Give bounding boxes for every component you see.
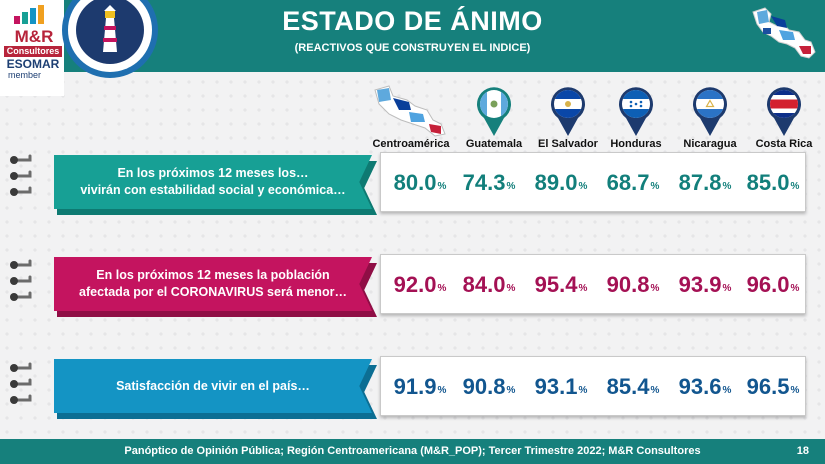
nicaragua-flag-pin-icon xyxy=(693,87,727,136)
row-values-satisfaccion: 91.9% 90.8% 93.1% 85.4% 93.6% 96.5% xyxy=(380,356,806,416)
logo-brand-sub: Consultores xyxy=(4,46,62,57)
row-label-estabilidad: En los próximos 12 meses los… vivirán co… xyxy=(54,155,372,209)
lighthouse-icon xyxy=(76,0,144,64)
country-column-costa-rica: Costa Rica xyxy=(744,82,824,150)
country-label: Nicaragua xyxy=(683,138,737,150)
value-el-salvador: 93.1% xyxy=(534,374,588,399)
country-label: Guatemala xyxy=(465,138,523,150)
footer-bar: Panóptico de Opinión Pública; Región Cen… xyxy=(0,439,825,464)
bar-chart-icon xyxy=(14,5,44,24)
page-number: 18 xyxy=(796,445,809,457)
value-centroamerica: 80.0% xyxy=(393,170,447,195)
notebook-rings-icon xyxy=(10,259,32,301)
central-america-map-icon xyxy=(752,7,816,59)
country-label: Costa Rica xyxy=(755,138,813,150)
row-label-line: afectada por el CORONAVIRUS será menor… xyxy=(79,285,347,299)
guatemala-flag-pin-icon xyxy=(477,87,511,136)
row-label-satisfaccion: Satisfacción de vivir en el país… xyxy=(54,359,372,413)
page-title: ESTADO DE ÁNIMO xyxy=(282,6,543,36)
value-honduras: 68.7% xyxy=(606,170,660,195)
value-honduras: 90.8% xyxy=(606,272,660,297)
panoptico-badge xyxy=(62,0,158,78)
country-column-guatemala: Guatemala xyxy=(454,82,534,150)
value-centroamerica: 91.9% xyxy=(393,374,447,399)
country-label: Centroamérica xyxy=(372,138,450,150)
honduras-flag-pin-icon xyxy=(619,87,653,136)
row-label-line: vivirán con estabilidad social y económi… xyxy=(80,183,346,197)
row-label-coronavirus: En los próximos 12 meses la población af… xyxy=(54,257,372,311)
country-column-centroamerica: Centroamérica xyxy=(371,82,451,150)
value-centroamerica: 92.0% xyxy=(393,272,447,297)
mr-consultores-logo: M&R Consultores ESOMAR member xyxy=(0,0,64,96)
value-el-salvador: 95.4% xyxy=(534,272,588,297)
notebook-rings-icon xyxy=(10,362,32,404)
esomar-label: ESOMAR xyxy=(6,57,60,71)
logo-brand: M&R xyxy=(14,27,54,46)
notebook-rings-icon xyxy=(10,154,32,196)
value-honduras: 85.4% xyxy=(606,374,660,399)
value-nicaragua: 93.6% xyxy=(678,374,732,399)
value-guatemala: 84.0% xyxy=(462,272,516,297)
country-column-nicaragua: Nicaragua xyxy=(670,82,750,150)
row-label-line: En los próximos 12 meses la población xyxy=(96,268,330,282)
central-america-map-icon xyxy=(374,85,446,137)
page-subtitle: (REACTIVOS QUE CONSTRUYEN EL INDICE) xyxy=(294,42,531,54)
value-costa-rica: 96.0% xyxy=(746,272,800,297)
country-column-el-salvador: El Salvador xyxy=(528,82,608,150)
row-label-line: En los próximos 12 meses los… xyxy=(117,166,309,180)
country-column-honduras: Honduras xyxy=(596,82,676,150)
value-nicaragua: 93.9% xyxy=(678,272,732,297)
costa-rica-flag-pin-icon xyxy=(767,87,801,136)
value-el-salvador: 89.0% xyxy=(534,170,588,195)
country-label: Honduras xyxy=(610,138,662,150)
row-values-coronavirus: 92.0% 84.0% 95.4% 90.8% 93.9% 96.0% xyxy=(380,254,806,314)
footer-source: Panóptico de Opinión Pública; Región Cen… xyxy=(124,445,701,457)
row-label-line: Satisfacción de vivir en el país… xyxy=(116,378,310,393)
country-label: El Salvador xyxy=(538,138,598,150)
value-costa-rica: 96.5% xyxy=(746,374,800,399)
value-guatemala: 90.8% xyxy=(462,374,516,399)
value-costa-rica: 85.0% xyxy=(746,170,800,195)
esomar-member-label: member xyxy=(8,70,42,80)
value-guatemala: 74.3% xyxy=(462,170,516,195)
row-values-estabilidad: 80.0% 74.3% 89.0% 68.7% 87.8% 85.0% xyxy=(380,152,806,212)
value-nicaragua: 87.8% xyxy=(678,170,732,195)
el-salvador-flag-pin-icon xyxy=(551,87,585,136)
